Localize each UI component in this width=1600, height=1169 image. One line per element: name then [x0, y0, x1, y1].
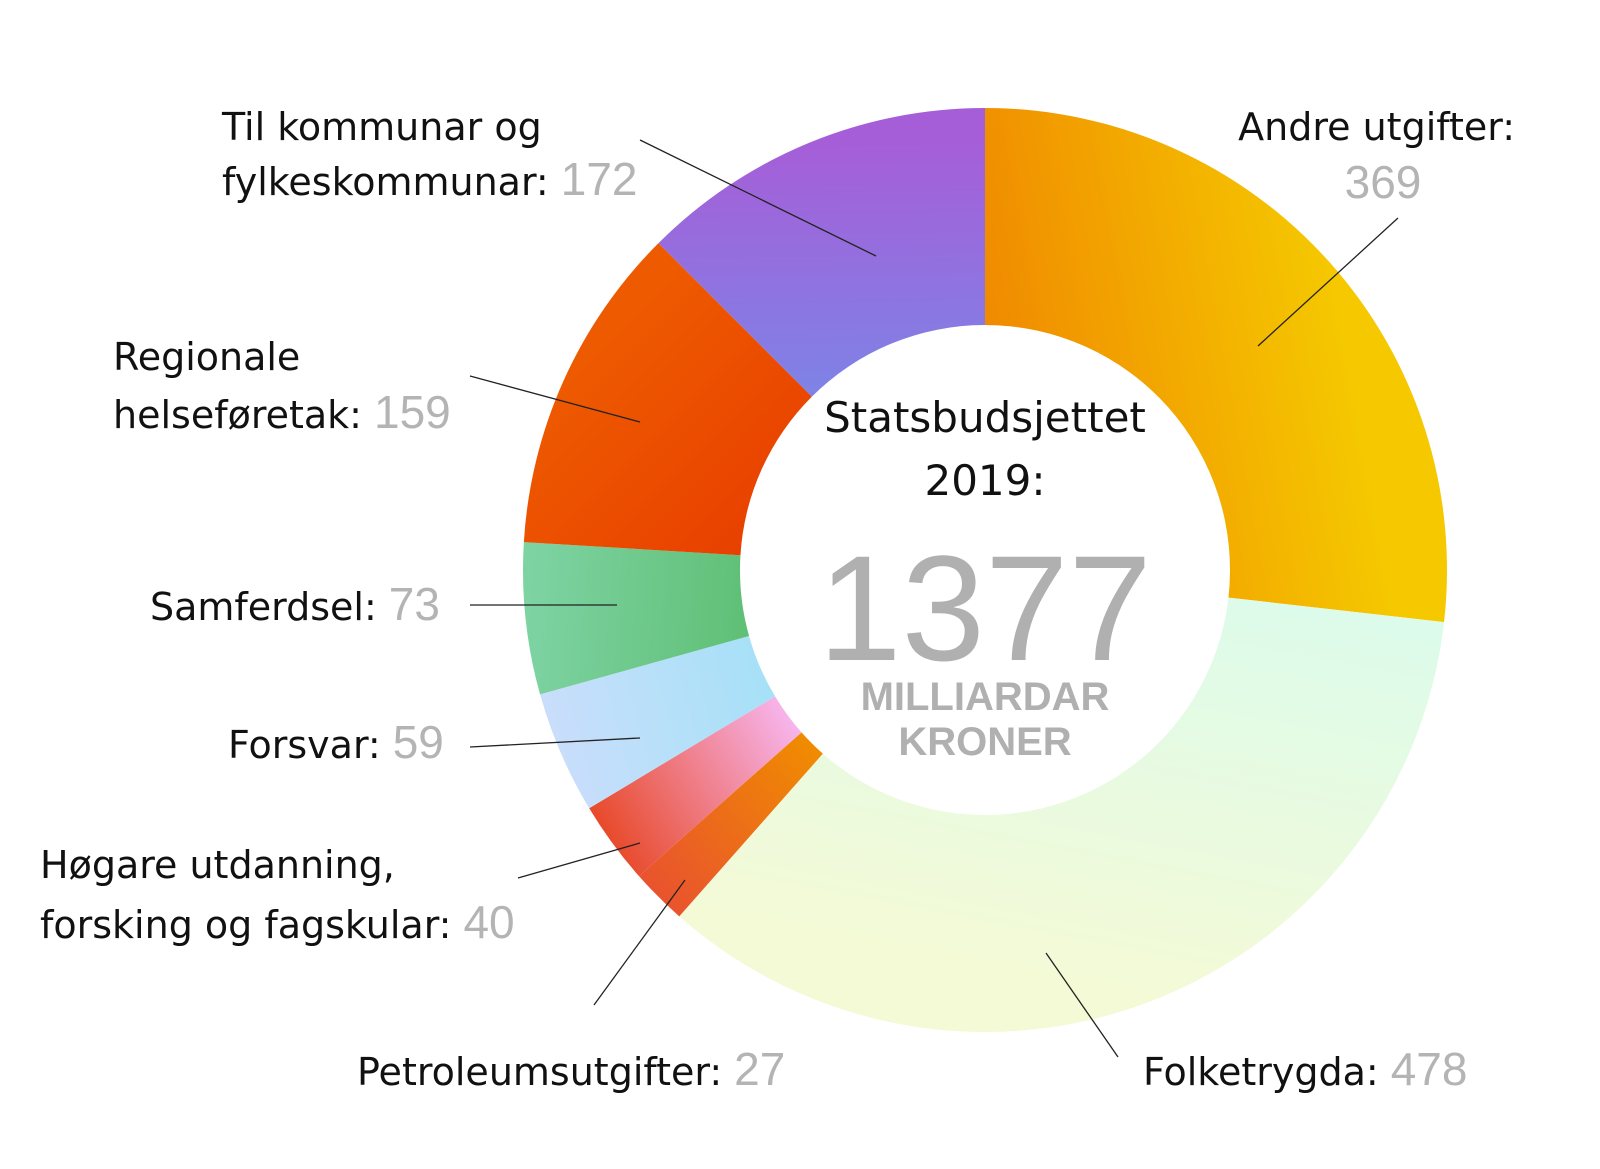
- center-title-line1: Statsbudsjettet: [824, 393, 1146, 442]
- label-hogare-line2: forsking og fagskular: 40: [40, 896, 515, 948]
- slice-petroleum: [638, 732, 823, 917]
- label-petroleum: Petroleumsutgifter: 27: [357, 1043, 785, 1095]
- value-hogare: 40: [463, 896, 514, 948]
- slice-forsvar: [540, 635, 776, 809]
- center-label: Statsbudsjettet 2019: 1377 MILLIARDAR KR…: [818, 393, 1152, 764]
- leader-line-regionale: [469, 375, 641, 423]
- label-forsvar: Forsvar: 59: [228, 716, 444, 768]
- center-title-line2: 2019:: [924, 456, 1045, 505]
- center-unit-line1: MILLIARDAR: [861, 675, 1110, 719]
- slice-samferdsel: [522, 542, 750, 695]
- value-petroleum: 27: [734, 1043, 785, 1095]
- value-forsvar: 59: [393, 716, 444, 768]
- center-total: 1377: [818, 524, 1152, 692]
- value-regionale: 159: [374, 386, 451, 438]
- value-kommunar: 172: [561, 153, 638, 205]
- label-folketrygda: Folketrygda: 478: [1143, 1043, 1467, 1095]
- leader-lines: [469, 139, 1399, 1058]
- donut-slices: [522, 108, 1447, 1033]
- label-hogare-line1: Høgare utdanning,: [40, 843, 395, 887]
- label-regionale-line1: Regionale: [113, 335, 300, 379]
- leader-line-forsvar: [469, 737, 641, 748]
- slice-regionale: [523, 243, 812, 556]
- value-folketrygda: 478: [1391, 1043, 1468, 1095]
- label-andre: Andre utgifter:: [1238, 105, 1515, 149]
- value-andre: 369: [1345, 156, 1422, 208]
- leader-line-kommunar: [639, 139, 877, 257]
- label-samferdsel: Samferdsel: 73: [150, 578, 440, 630]
- label-regionale-line2: helseføretak: 159: [113, 386, 451, 438]
- leader-line-hogare: [517, 842, 641, 879]
- slice-kommunar: [658, 108, 985, 397]
- leader-line-folketrygda: [1045, 952, 1119, 1058]
- slice-hogare: [589, 696, 802, 877]
- value-samferdsel: 73: [389, 578, 440, 630]
- label-kommunar-line1: Til kommunar og: [221, 105, 542, 149]
- slice-folketrygda: [679, 597, 1445, 1033]
- slice-labels: Andre utgifter: 369 Folketrygda: 478 Petrole…: [40, 105, 1515, 1095]
- leader-line-petroleum: [593, 879, 686, 1006]
- label-kommunar-line2: fylkeskommunar: 172: [222, 153, 637, 205]
- slice-andre: [985, 108, 1447, 623]
- leader-line-andre: [1257, 217, 1399, 347]
- center-unit-line2: KRONER: [898, 720, 1071, 764]
